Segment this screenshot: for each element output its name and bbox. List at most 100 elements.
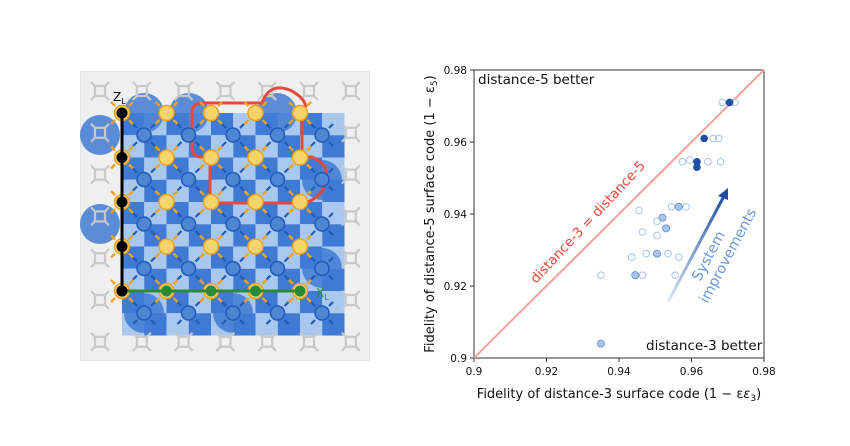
gray-qubit-arm [355,220,361,227]
measure-qubit-arm [221,301,227,307]
gray-qubit-arm [90,220,96,227]
y-axis-label: Fidelity of distance-5 surface code (1 −… [423,75,440,352]
data-qubit-arm [306,119,312,125]
y-tick-label: 0.9 [450,353,467,365]
gray-qubit-arm [341,304,347,310]
measure-qubit-arm [150,141,156,147]
data-qubit-arm [217,163,223,170]
gray-qubit-arm [355,81,361,87]
gray-qubit-arm [90,346,96,352]
hollow-point [597,271,605,280]
data-qubit-arm [217,208,223,214]
measure-qubit-arm [310,141,316,147]
measure-qubit-arm [194,185,201,192]
gray-qubit [344,168,357,181]
measure-qubit-arm [176,141,183,147]
data-qubit-arm [110,297,116,303]
measure-qubit-arm [132,301,138,307]
data-qubit-arm [243,145,250,152]
data-qubit-arm [128,252,134,259]
data-qubit-arm [306,163,312,170]
measure-qubit-arm [132,185,138,192]
measure-qubit-arm [132,319,138,325]
data-qubit-arm [217,101,223,107]
data-qubit-arm [261,145,268,152]
boundary-bulge [80,115,120,155]
measure-qubit [269,305,286,321]
measure-qubit-arm [239,230,245,236]
gray-qubit-arm [215,332,222,338]
measure-qubit-arm [283,274,290,281]
gray-qubit [93,210,107,223]
gray-qubit-arm [146,95,152,101]
data-qubit-arm [172,119,179,125]
measure-qubit-arm [194,230,201,236]
measure-qubit-arm [265,185,272,192]
data-qubit-arm [261,252,268,259]
gray-qubit-arm [341,248,347,254]
measure-qubit-arm [239,319,245,325]
surface-code-diagram: ZL XL [79,70,371,365]
measure-qubit-arm [150,301,156,307]
measure-qubit-arm [283,167,290,174]
arrow-label-line1: System [689,229,729,284]
measure-qubit [136,305,152,321]
measure-qubit-arm [239,212,245,218]
gray-qubit [93,168,107,181]
patch-square [322,135,345,158]
data-qubit-arm [199,297,205,303]
lattice-svg: ZL XL [79,70,371,362]
gray-qubit-arm [355,346,361,352]
measure-qubit [136,127,152,143]
gray-qubit-arm [104,95,110,101]
data-qubit-arm [199,163,205,170]
measure-qubit-arm [150,319,156,325]
gray-qubit-arm [90,164,96,171]
gray-qubit-arm [104,248,110,254]
data-qubit-arm [306,101,312,107]
system-improvements-arrow [666,188,728,303]
data-qubit-arm [154,234,161,241]
measure-qubit [225,260,241,277]
hollow-point [704,158,712,166]
measure-qubit-arm [221,319,227,325]
hollow-point-series [597,98,739,280]
data-qubit-arm [172,234,179,241]
measure-qubit-arm [283,123,290,129]
hollow-point [627,253,636,262]
data-qubit-arm [154,208,161,214]
x-tick-label: 0.98 [752,366,775,378]
gray-qubit-arm [341,220,347,227]
measure-qubit-arm [328,256,334,263]
data-qubit-arm [110,208,116,214]
data-qubit-arm [306,145,312,152]
mid-point-series [596,202,683,348]
gray-qubit [344,84,357,98]
hollow-point [642,249,650,258]
data-qubit-arm [243,163,250,170]
z-logical-dot [116,152,128,163]
measure-qubit [314,305,330,321]
measure-qubit-arm [265,230,272,236]
data-qubit-arm [128,101,134,107]
gray-qubit [135,84,148,98]
measure-qubit-arm [328,319,334,325]
gray-qubit-arm [313,81,319,87]
gray-qubit [93,84,107,98]
measure-qubit-arm [194,167,201,174]
data-qubit-arm [217,252,223,259]
distance-3-better-label: distance-3 better [646,338,763,354]
measure-qubit-arm [328,212,334,218]
gray-qubit-arm [299,346,305,352]
data-qubit-arm [288,190,294,196]
data-qubit-arm [288,297,294,303]
data-qubit-arm [306,297,312,303]
measure-qubit [136,216,152,232]
data-qubit-arm [199,119,205,125]
measure-qubit-arm [221,141,227,147]
data-qubit-arm [128,119,134,125]
measure-qubit-arm [221,256,227,263]
data-qubit-arm [217,145,223,152]
data-qubit-arm [110,190,116,196]
y-tick-group: 0.9 0.92 0.94 0.96 0.98 [444,65,474,365]
